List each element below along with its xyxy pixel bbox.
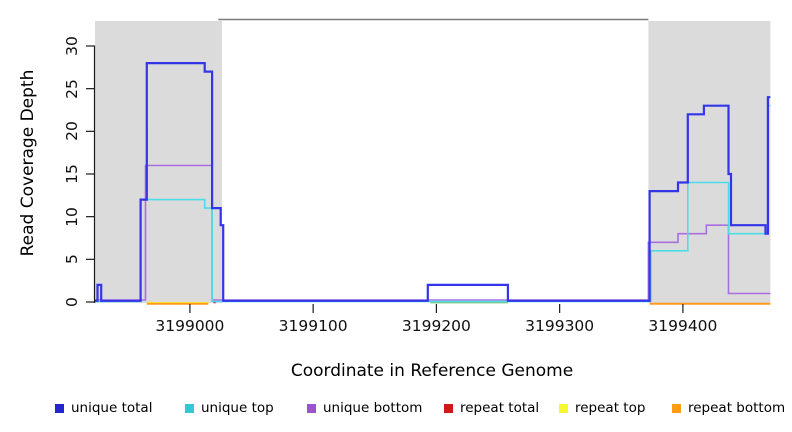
legend-item-repeat-total: repeat total <box>444 400 539 416</box>
legend-swatch-icon <box>559 403 568 413</box>
legend-swatch-icon <box>185 403 194 413</box>
x-tick-label: 3199300 <box>525 317 595 335</box>
repeat-region-shading-0 <box>95 21 222 303</box>
y-tick-label: 20 <box>63 121 81 142</box>
x-tick-label: 3199000 <box>155 317 225 335</box>
legend-label: repeat top <box>575 400 646 416</box>
legend-label: repeat bottom <box>688 400 786 416</box>
legend-swatch-icon <box>672 403 681 413</box>
legend-item-unique-total: unique total <box>55 400 152 416</box>
y-tick-label: 15 <box>63 164 81 184</box>
series-group <box>95 62 771 305</box>
x-tick-label: 3199100 <box>278 317 348 335</box>
repeat-region-shading-1 <box>648 21 771 303</box>
legend-item-repeat-top: repeat top <box>559 400 645 416</box>
y-tick-label: 5 <box>63 254 81 265</box>
y-tick-label: 0 <box>63 297 81 307</box>
legend-item-unique-bottom: unique bottom <box>307 400 422 416</box>
x-axis-title: Coordinate in Reference Genome <box>290 361 574 381</box>
y-tick-label: 25 <box>63 78 81 99</box>
legend-swatch-icon <box>55 403 64 413</box>
x-tick-label: 3199200 <box>401 317 471 335</box>
legend: unique total unique top unique bottom repea… <box>0 400 792 420</box>
y-axis-title: Read Coverage Depth <box>18 69 38 257</box>
legend-label: repeat total <box>460 400 540 416</box>
series-line-unique-bottom <box>95 164 771 301</box>
legend-item-unique-top: unique top <box>185 400 274 416</box>
series-line-unique-top <box>95 104 771 303</box>
legend-label: unique top <box>201 400 274 416</box>
series-line-unique-total <box>95 62 771 302</box>
x-tick-label: 3199400 <box>648 317 718 335</box>
legend-swatch-icon <box>444 403 453 413</box>
legend-item-repeat-bottom: repeat bottom <box>672 400 785 416</box>
legend-swatch-icon <box>307 403 316 413</box>
legend-label: unique total <box>71 400 153 416</box>
y-tick-label: 10 <box>63 206 81 227</box>
legend-label: unique bottom <box>323 400 423 416</box>
y-tick-label: 30 <box>63 36 81 56</box>
